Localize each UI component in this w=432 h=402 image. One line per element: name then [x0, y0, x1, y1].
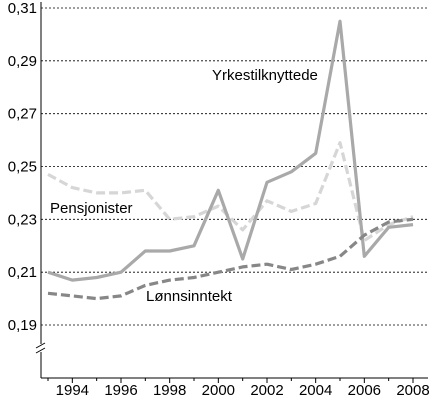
axis-break-mark [35, 347, 46, 354]
series-labels: Yrkestilknyttede Pensjonister Lønnsinnte… [50, 67, 318, 305]
x-tick-label: 1998 [153, 382, 186, 399]
y-tick-labels: 0,31 0,29 0,27 0,25 0,23 0,21 0,19 [8, 0, 37, 334]
series-lines [47, 19, 414, 301]
axis-break-mark [35, 342, 46, 349]
series-line-lonnsinntekt [47, 217, 414, 301]
x-tick-label: 2002 [250, 382, 283, 399]
y-tick-label: 0,31 [8, 0, 37, 17]
y-tick-label: 0,25 [8, 159, 37, 176]
series-label-pensjonister: Pensjonister [50, 200, 133, 217]
x-tick-label: 1996 [104, 382, 137, 399]
y-tick-label: 0,27 [8, 106, 37, 123]
x-tick-label: 2004 [299, 382, 332, 399]
series-line-yrkestilknyttede [47, 19, 414, 282]
series-line-pensjonister [47, 141, 414, 243]
series-label-yrkestilknyttede: Yrkestilknyttede [212, 67, 318, 84]
y-tick-label: 0,23 [8, 211, 37, 228]
y-tick-label: 0,19 [8, 317, 37, 334]
series-label-lonnsinntekt: Lønnsinntekt [146, 288, 233, 305]
x-tick-label: 1994 [56, 382, 89, 399]
x-tick-label: 2006 [348, 382, 381, 399]
gridlines [41, 7, 428, 326]
x-tick-labels: 1994 1996 1998 2000 2002 2004 2006 2008 [56, 382, 430, 399]
x-tick-label: 2000 [202, 382, 235, 399]
y-tick-label: 0,21 [8, 264, 37, 281]
x-tick-label: 2008 [396, 382, 429, 399]
y-tick-label: 0,29 [8, 53, 37, 70]
axes [35, 2, 428, 383]
